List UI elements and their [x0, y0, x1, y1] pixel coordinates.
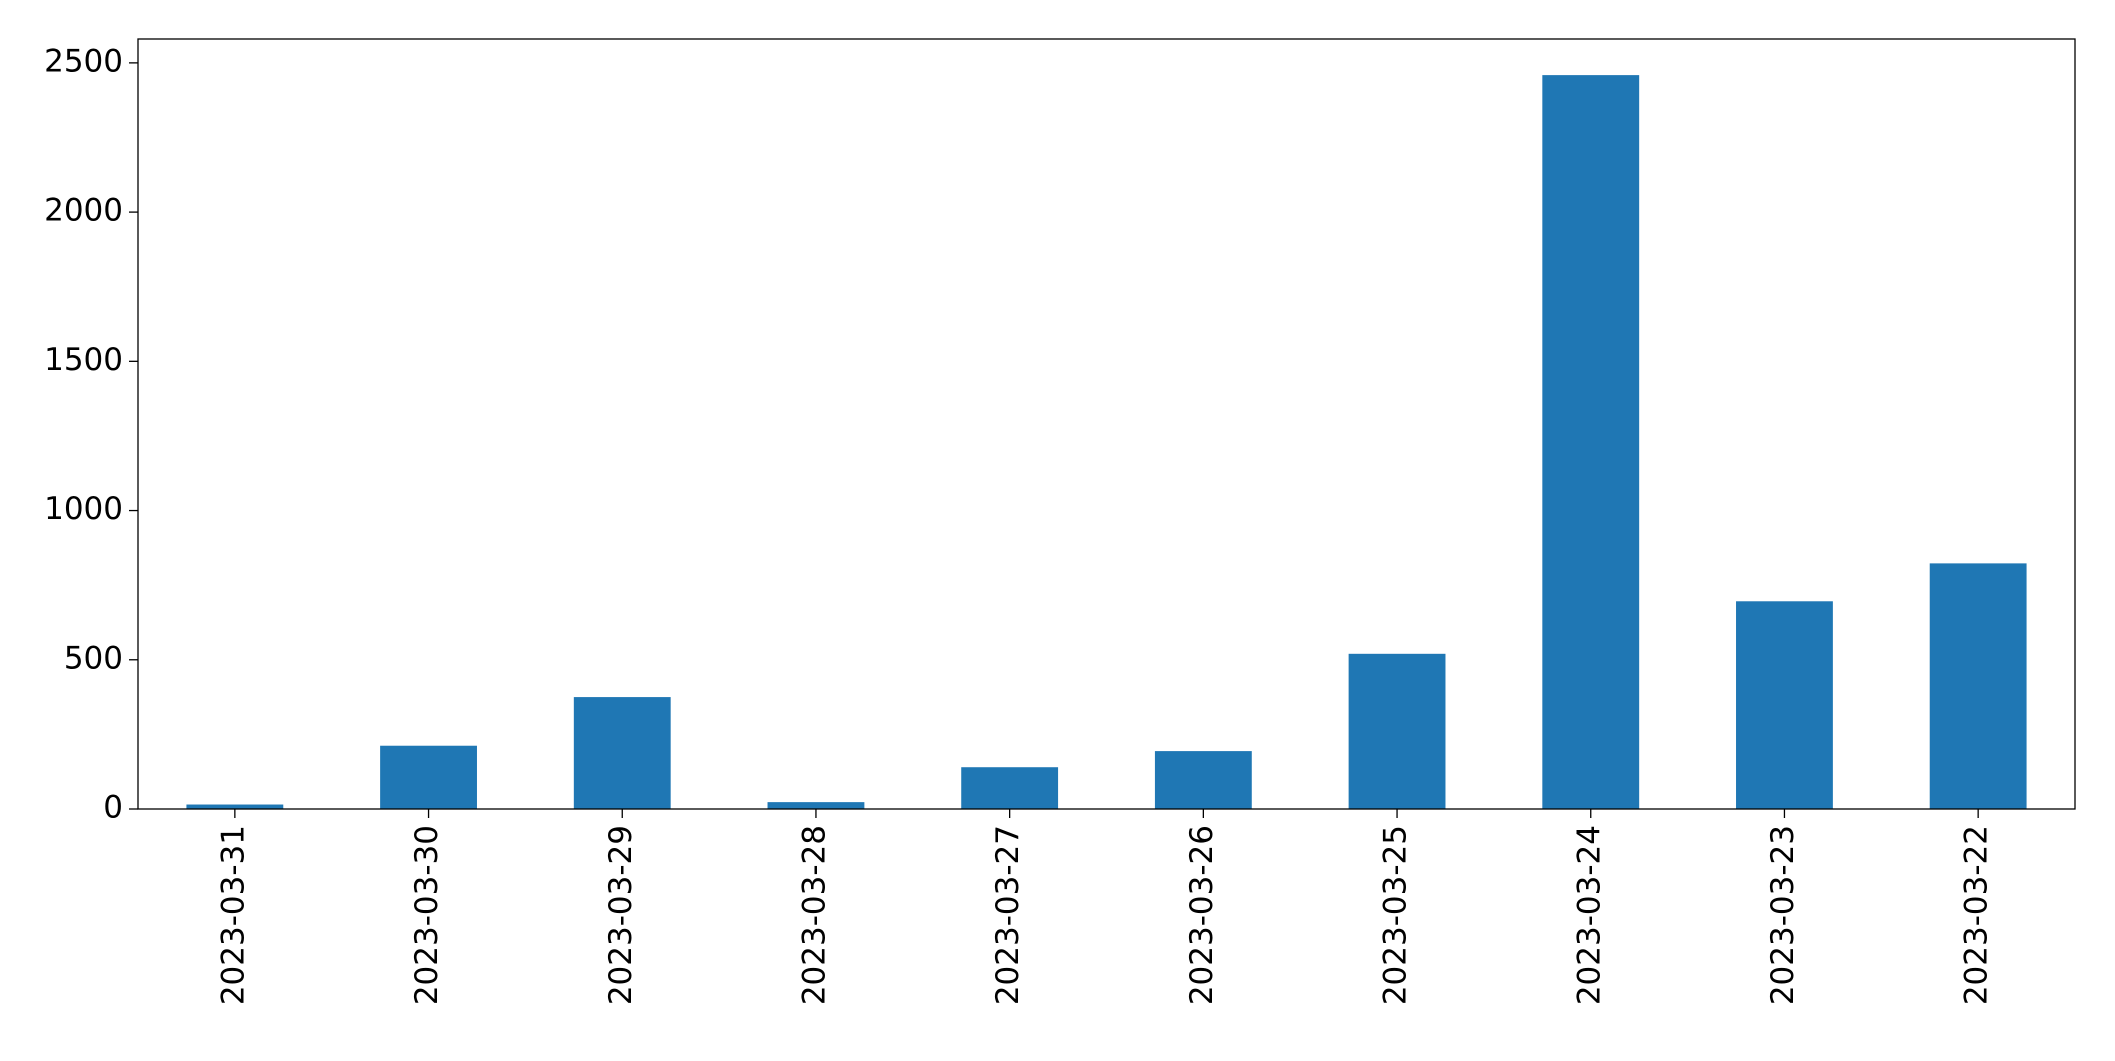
y-tick-label: 2000: [44, 193, 123, 229]
x-tick-label: 2023-03-22: [1959, 825, 1995, 1005]
bar: [1348, 653, 1446, 809]
x-tick-label: 2023-03-24: [1571, 825, 1607, 1005]
bar: [1542, 75, 1640, 809]
x-tick-label: 2023-03-29: [603, 825, 639, 1005]
x-tick-label: 2023-03-26: [1184, 825, 1220, 1005]
bar: [961, 767, 1059, 809]
bar: [573, 697, 671, 809]
y-tick-label: 500: [64, 640, 123, 676]
x-tick-label: 2023-03-25: [1378, 825, 1414, 1005]
x-tick-label: 2023-03-23: [1765, 825, 1801, 1005]
bar: [1154, 751, 1252, 809]
y-tick-label: 2500: [44, 43, 123, 79]
bar: [1929, 563, 2027, 809]
y-tick-label: 1000: [44, 491, 123, 527]
x-tick-label: 2023-03-30: [409, 825, 445, 1005]
bar: [767, 802, 865, 809]
bar: [1736, 601, 1833, 809]
bar: [186, 804, 284, 809]
x-tick-label: 2023-03-28: [796, 825, 832, 1005]
x-tick-label: 2023-03-31: [215, 825, 251, 1005]
bar: [380, 745, 477, 809]
x-tick-label: 2023-03-27: [990, 825, 1026, 1005]
y-tick-label: 1500: [44, 342, 123, 378]
plot-frame: [137, 38, 2076, 810]
y-tick-label: 0: [103, 790, 123, 826]
